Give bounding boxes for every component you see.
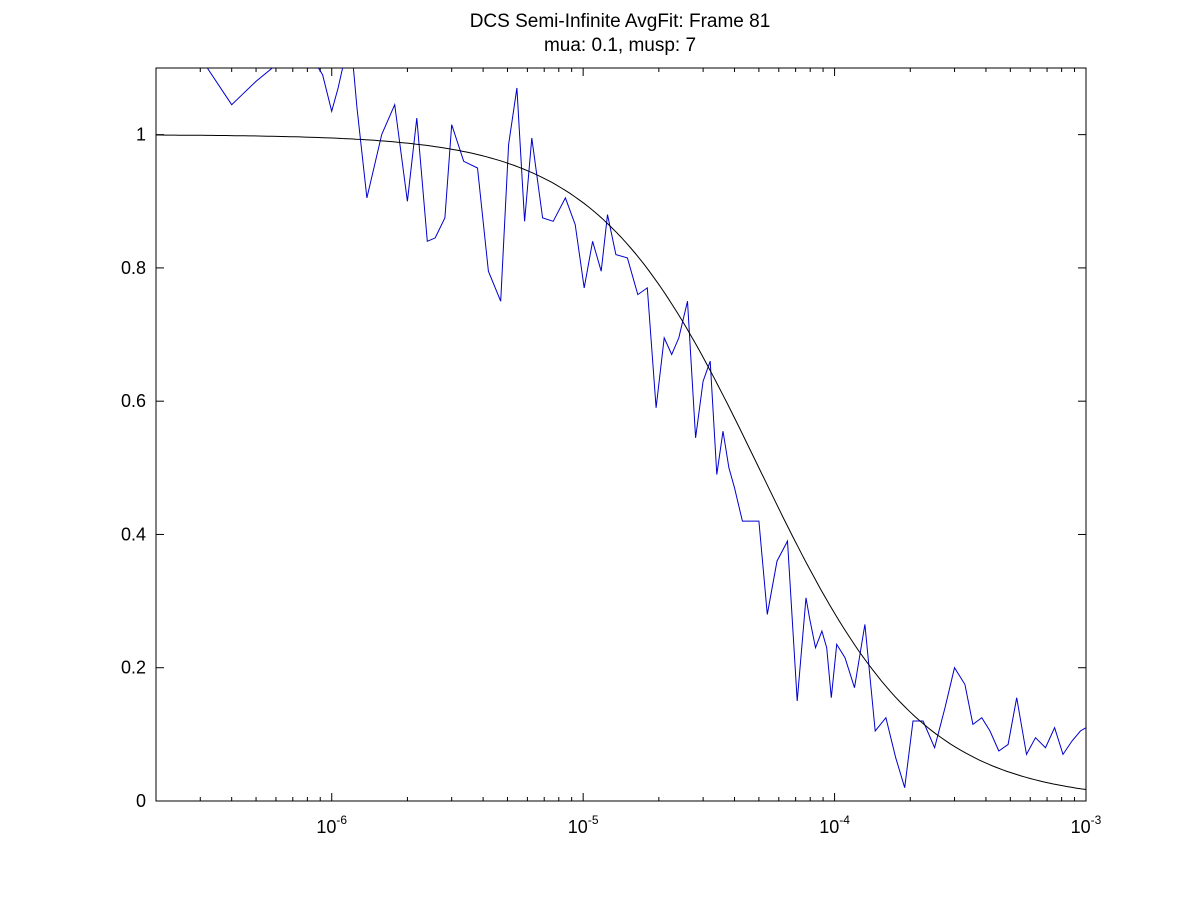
x-tick-base: 10	[1071, 817, 1091, 837]
x-tick-exponent: -5	[588, 813, 599, 827]
x-tick-base: 10	[568, 817, 588, 837]
fit-series-line	[156, 134, 1086, 790]
x-tick-exponent: -4	[839, 813, 850, 827]
y-tick-label: 1	[136, 125, 146, 145]
x-tick-exponent: -6	[336, 813, 347, 827]
chart-subtitle: mua: 0.1, musp: 7	[544, 35, 696, 56]
y-tick-label: 0.2	[121, 658, 146, 678]
x-tick-label: 10-3	[1071, 813, 1102, 837]
x-tick-base: 10	[316, 817, 336, 837]
x-tick-label: 10-5	[568, 813, 599, 837]
plot-area: 10-6 10-5 10-4 10-300.20.40.60.81	[121, 67, 1102, 837]
chart-title: DCS Semi-Infinite AvgFit: Frame 81	[470, 11, 771, 32]
y-tick-label: 0.6	[121, 391, 146, 411]
x-tick-label: 10-6	[316, 813, 347, 837]
axes-box	[155, 67, 1087, 802]
y-tick-label: 0	[136, 791, 146, 811]
y-tick-label: 0.4	[121, 524, 146, 544]
x-tick-exponent: -3	[1091, 813, 1102, 827]
data-series-line	[206, 68, 1086, 788]
x-tick-label: 10-4	[819, 813, 850, 837]
y-tick-label: 0.8	[121, 258, 146, 278]
x-tick-base: 10	[819, 817, 839, 837]
